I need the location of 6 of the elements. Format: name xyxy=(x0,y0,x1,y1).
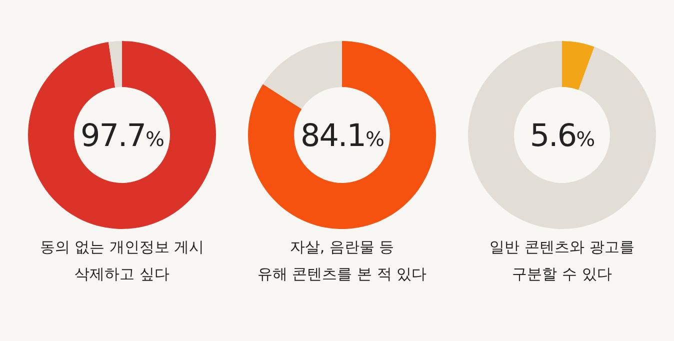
text: 84.1% xyxy=(300,118,384,154)
text: 동의 없는 개인정보 게시 삭제하고 싶다 xyxy=(40,238,204,283)
text: 일반 콘텐츠와 광고를 구분할 수 있다 xyxy=(490,238,634,283)
text: 자살, 음란물 등 유해 콘텐츠를 본 적 있다 xyxy=(257,238,427,283)
text: 97.7% xyxy=(80,118,164,154)
text: 5.6% xyxy=(530,118,594,154)
